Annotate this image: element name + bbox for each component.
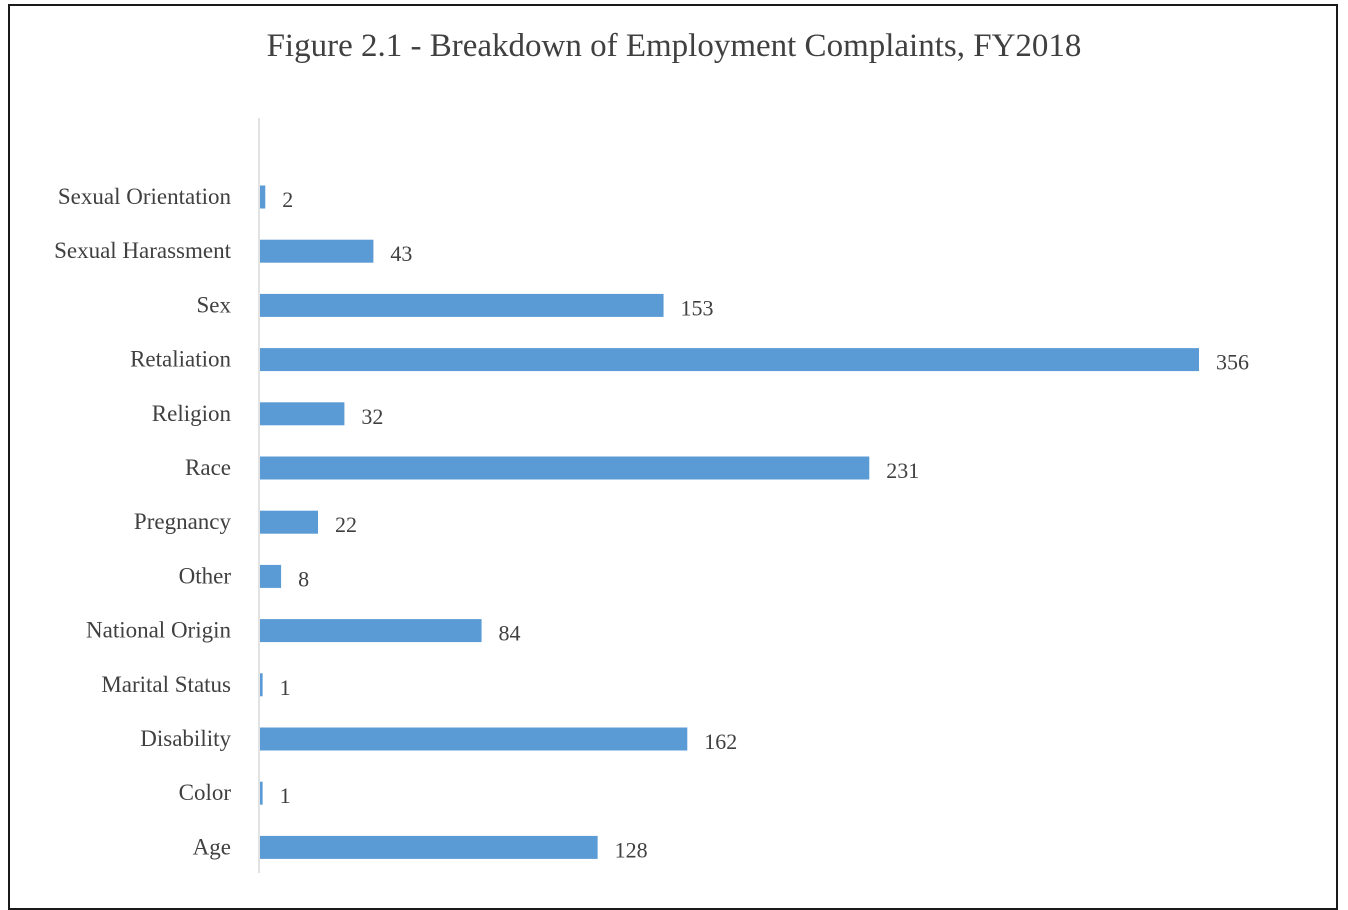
category-label: Religion bbox=[152, 401, 232, 426]
category-label: Disability bbox=[140, 726, 231, 751]
data-label: 32 bbox=[361, 404, 383, 429]
bar bbox=[260, 348, 1199, 372]
category-label: Retaliation bbox=[130, 347, 231, 372]
bar bbox=[260, 402, 345, 426]
category-label: Race bbox=[185, 455, 231, 480]
data-label: 128 bbox=[615, 837, 648, 862]
data-label: 153 bbox=[681, 295, 714, 320]
data-label: 1 bbox=[280, 783, 291, 808]
bar bbox=[260, 781, 263, 805]
data-label: 231 bbox=[886, 458, 919, 483]
bar bbox=[260, 835, 598, 859]
data-label: 1 bbox=[280, 675, 291, 700]
bar bbox=[260, 239, 374, 263]
bar bbox=[260, 185, 266, 209]
data-label: 356 bbox=[1216, 350, 1249, 375]
category-label: Marital Status bbox=[101, 672, 231, 697]
bar bbox=[260, 510, 319, 534]
bar bbox=[260, 293, 664, 317]
category-label: Sex bbox=[197, 292, 232, 317]
bar bbox=[260, 619, 482, 643]
data-label: 43 bbox=[390, 241, 412, 266]
data-label: 2 bbox=[282, 187, 293, 212]
category-label: National Origin bbox=[86, 618, 231, 643]
data-label: 84 bbox=[499, 621, 521, 646]
chart-title: Figure 2.1 - Breakdown of Employment Com… bbox=[266, 28, 1082, 64]
category-label: Sexual Harassment bbox=[54, 238, 232, 263]
category-label: Age bbox=[193, 834, 231, 859]
category-label: Sexual Orientation bbox=[58, 184, 232, 209]
category-label: Color bbox=[179, 780, 232, 805]
bar bbox=[260, 564, 282, 588]
data-label: 22 bbox=[335, 512, 357, 537]
data-label: 162 bbox=[704, 729, 737, 754]
category-label: Other bbox=[179, 563, 232, 588]
bar bbox=[260, 727, 688, 751]
category-label: Pregnancy bbox=[134, 509, 232, 534]
bar bbox=[260, 673, 263, 697]
data-label: 8 bbox=[298, 566, 309, 591]
bar bbox=[260, 456, 870, 480]
